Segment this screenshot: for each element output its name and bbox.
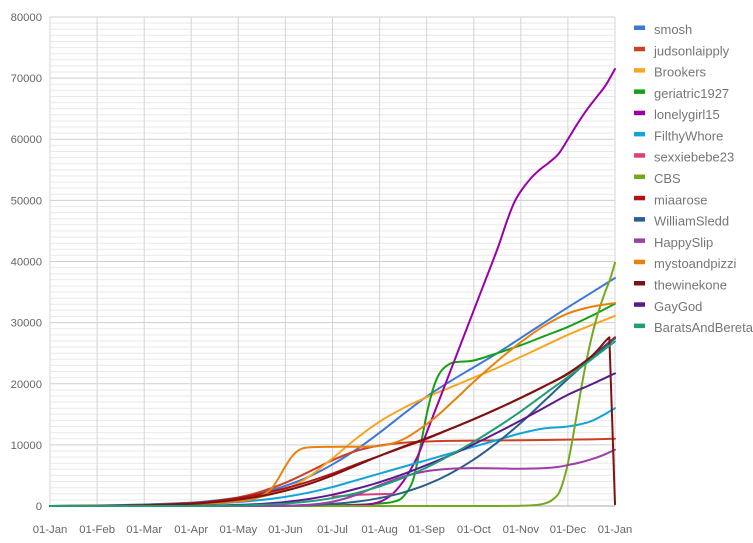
svg-text:mystoandpizzi: mystoandpizzi [654, 256, 736, 271]
svg-text:01-Sep: 01-Sep [408, 524, 444, 536]
svg-text:50000: 50000 [11, 195, 42, 207]
svg-text:0: 0 [36, 501, 42, 513]
svg-text:smosh: smosh [654, 22, 692, 37]
svg-text:lonelygirl15: lonelygirl15 [654, 107, 720, 122]
svg-text:30000: 30000 [11, 318, 42, 330]
svg-text:80000: 80000 [11, 12, 42, 24]
svg-text:01-Feb: 01-Feb [79, 524, 115, 536]
svg-text:60000: 60000 [11, 134, 42, 146]
svg-text:10000: 10000 [11, 440, 42, 452]
svg-text:40000: 40000 [11, 257, 42, 269]
svg-text:miaarose: miaarose [654, 192, 707, 207]
svg-text:70000: 70000 [11, 73, 42, 85]
svg-text:01-May: 01-May [219, 524, 257, 536]
svg-text:01-Apr: 01-Apr [174, 524, 208, 536]
svg-text:FilthyWhore: FilthyWhore [654, 128, 723, 143]
svg-text:GayGod: GayGod [654, 299, 702, 314]
svg-text:01-Mar: 01-Mar [126, 524, 162, 536]
svg-text:01-Nov: 01-Nov [503, 524, 540, 536]
svg-text:01-Aug: 01-Aug [361, 524, 397, 536]
svg-text:01-Jun: 01-Jun [268, 524, 303, 536]
svg-text:01-Jan: 01-Jan [598, 524, 633, 536]
svg-text:CBS: CBS [654, 171, 681, 186]
svg-text:BaratsAndBereta: BaratsAndBereta [654, 320, 753, 335]
svg-text:Brookers: Brookers [654, 65, 707, 80]
svg-text:01-Jul: 01-Jul [317, 524, 348, 536]
svg-text:WilliamSledd: WilliamSledd [654, 214, 729, 229]
svg-text:thewinekone: thewinekone [654, 278, 727, 293]
svg-text:HappySlip: HappySlip [654, 235, 713, 250]
svg-text:geriatric1927: geriatric1927 [654, 86, 729, 101]
svg-text:20000: 20000 [11, 379, 42, 391]
svg-text:judsonlaipply: judsonlaipply [653, 43, 730, 58]
svg-text:01-Jan: 01-Jan [33, 524, 68, 536]
svg-text:01-Dec: 01-Dec [550, 524, 587, 536]
svg-text:01-Oct: 01-Oct [457, 524, 492, 536]
svg-text:sexxiebebe23: sexxiebebe23 [654, 150, 734, 165]
